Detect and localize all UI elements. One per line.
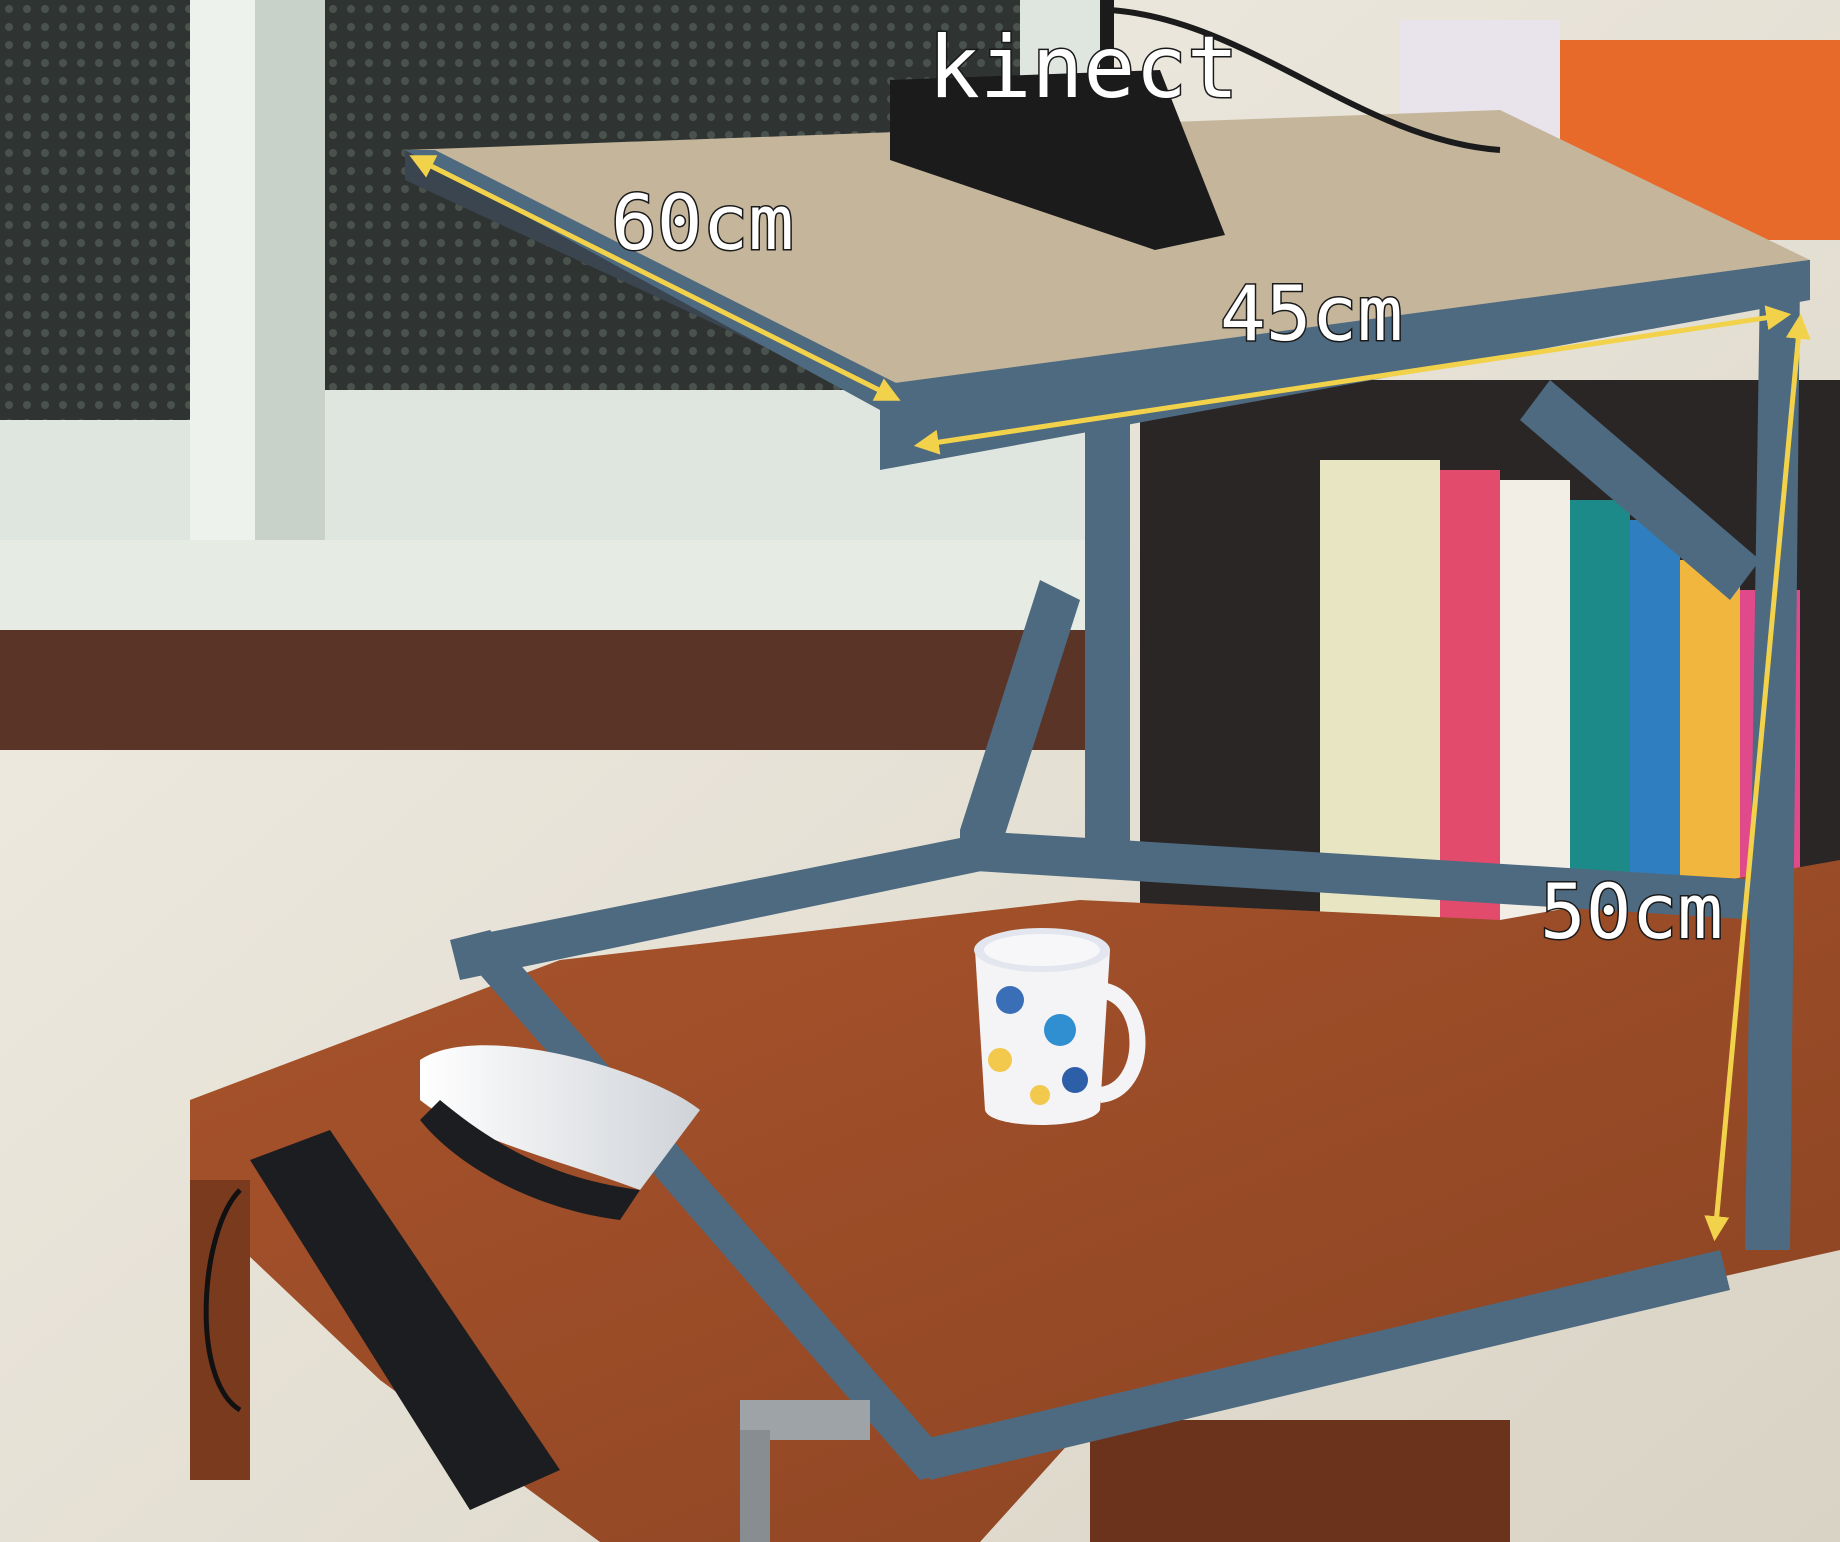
desk-drawer <box>1090 1420 1510 1542</box>
height-arrow <box>1704 313 1811 1242</box>
height-label: 50cm <box>1540 867 1723 956</box>
clamp <box>740 1400 870 1542</box>
depth-label: 45cm <box>1220 269 1403 358</box>
coffee-mug <box>974 928 1146 1125</box>
lamp <box>203 1045 700 1510</box>
width-label: 60cm <box>611 178 794 267</box>
desk-surface <box>190 860 1840 1542</box>
kinect-label: kinect <box>928 18 1239 118</box>
depth-arrow <box>913 305 1792 455</box>
width-arrow <box>409 155 901 401</box>
dimension-arrows <box>409 155 1811 1242</box>
kinect-sensor <box>890 0 1501 250</box>
